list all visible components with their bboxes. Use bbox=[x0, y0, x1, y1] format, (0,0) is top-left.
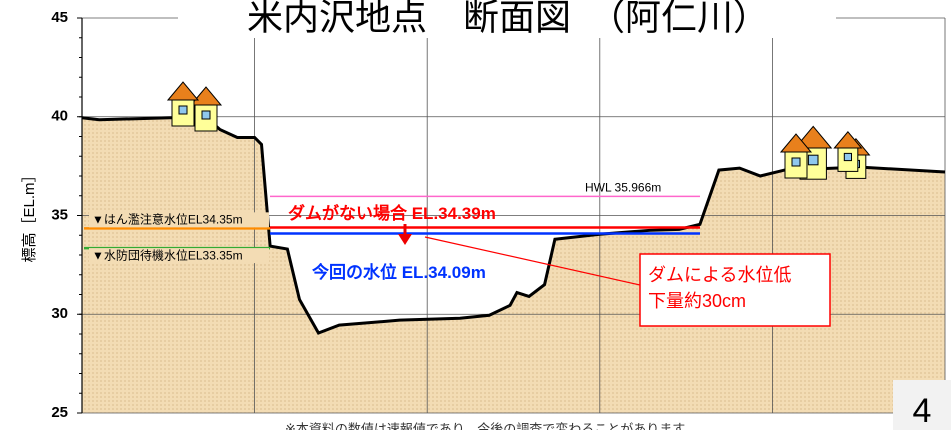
callout-line bbox=[424, 236, 641, 286]
label-bg bbox=[89, 248, 269, 264]
roof bbox=[779, 133, 813, 153]
page-number: 4 bbox=[913, 392, 932, 430]
window bbox=[843, 152, 852, 162]
window bbox=[791, 157, 801, 167]
ground-fill bbox=[82, 117, 945, 414]
y-tick-label: 25 bbox=[51, 404, 68, 421]
y-tick-label: 30 bbox=[51, 305, 68, 322]
window bbox=[807, 154, 819, 166]
level-label: ▼はん濫注意水位EL34.35m bbox=[92, 212, 243, 227]
level-label: 今回の水位 EL.34.09m bbox=[312, 262, 486, 282]
level-label: ダムがない場合 EL.34.39m bbox=[288, 203, 496, 223]
window bbox=[178, 105, 188, 115]
callout-text: ダムによる水位低 bbox=[648, 265, 791, 285]
level-label: ▼水防団待機水位EL33.35m bbox=[92, 247, 243, 262]
roof bbox=[833, 131, 863, 149]
level-label: HWL 35.966m bbox=[585, 181, 661, 195]
roof bbox=[794, 125, 833, 149]
y-tick-label: 45 bbox=[51, 9, 68, 26]
y-tick-label: 35 bbox=[51, 206, 68, 223]
chart-title: 米内沢地点 断面図 （阿仁川） bbox=[247, 0, 769, 38]
roof bbox=[166, 81, 200, 101]
title-bg bbox=[178, 0, 836, 38]
y-tick-label: 40 bbox=[51, 108, 68, 125]
callout-text: 下量約30cm bbox=[648, 291, 746, 311]
window bbox=[201, 110, 211, 120]
note: ※本資料の数値は速報値であり、今後の調査で変わることがあります bbox=[285, 421, 685, 430]
label-bg bbox=[89, 212, 269, 228]
page-box bbox=[893, 380, 951, 430]
ground-line bbox=[81, 116, 946, 335]
arrow-head bbox=[398, 234, 412, 245]
y-axis-label: 標高［EL.m］ bbox=[21, 167, 38, 262]
callout-box bbox=[639, 253, 831, 327]
